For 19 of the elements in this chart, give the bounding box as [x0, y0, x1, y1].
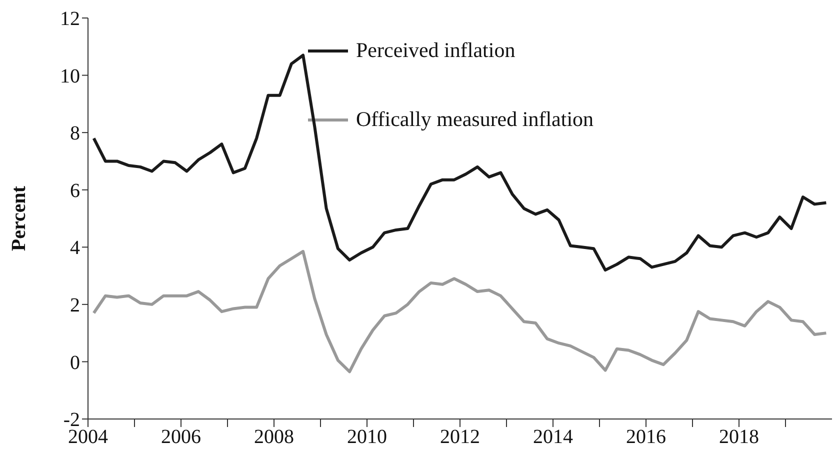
legend-label: Perceived inflation [356, 38, 516, 63]
y-tick-label: 2 [70, 294, 80, 317]
x-tick-label: 2006 [161, 426, 201, 448]
y-tick-label: 12 [60, 8, 80, 30]
y-tick-label: 0 [70, 352, 80, 374]
x-tick-label: 2010 [347, 426, 387, 448]
line-series [92, 250, 828, 374]
x-tick-label: 2014 [533, 426, 573, 448]
x-tick-label: 2018 [719, 426, 759, 448]
x-tick-label: 2008 [254, 426, 294, 448]
y-tick-label: 4 [70, 237, 80, 260]
y-tick-label: 10 [60, 65, 80, 88]
y-axis-title: Percent [8, 186, 30, 252]
x-tick-label: 2012 [440, 426, 480, 448]
legend-label: Offically measured inflation [356, 107, 594, 132]
y-tick-label: 8 [70, 122, 80, 145]
x-tick-label: 2004 [68, 426, 108, 448]
y-tick-label: 6 [70, 180, 80, 202]
x-tick-label: 2016 [626, 426, 666, 448]
